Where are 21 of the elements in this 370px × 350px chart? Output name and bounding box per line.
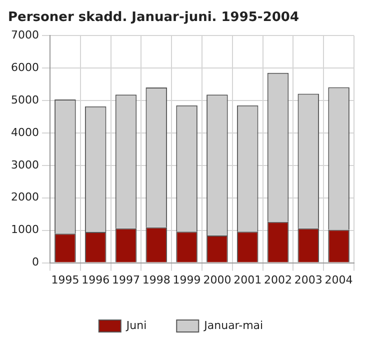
x-tick-label: 1996: [82, 273, 110, 286]
x-tick-label: 1999: [172, 273, 201, 286]
chart-title: Personer skadd. Januar-juni. 1995-2004: [8, 10, 300, 26]
y-tick-label: 7000: [10, 28, 39, 42]
y-tick-label: 4000: [10, 126, 39, 139]
x-tick-label: 2003: [294, 273, 322, 286]
y-tick-label: 5000: [10, 93, 39, 106]
y-tick-label: 0: [32, 256, 39, 269]
x-tick-label: 1995: [51, 273, 80, 286]
x-tick-label: 2001: [234, 273, 262, 286]
x-tick-label: 2002: [264, 273, 292, 286]
legend-label: Januar-mai: [203, 318, 264, 332]
y-tick-label: 3000: [10, 158, 39, 172]
y-tick-label: 1000: [10, 223, 39, 236]
y-tick-label: 6000: [10, 60, 39, 74]
x-tick-label: 1998: [142, 273, 170, 286]
x-tick-label: 2004: [324, 273, 353, 286]
x-tick-label: 2000: [203, 273, 232, 286]
x-tick-label: 1997: [112, 273, 140, 286]
y-tick-label: 2000: [10, 190, 39, 204]
legend-label: Juni: [125, 318, 147, 332]
